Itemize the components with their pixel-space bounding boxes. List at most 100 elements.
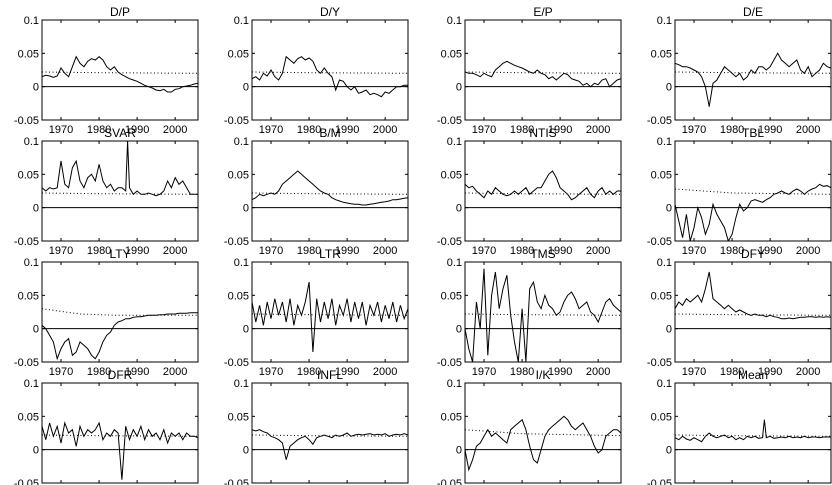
y-tick-label: 0.05 (441, 169, 462, 181)
subplot: DFY -0.05 0 0.05 0.1 1970 1980 1990 2000 (647, 247, 832, 378)
y-tick-label: 0.1 (447, 378, 462, 390)
y-tick-label: -0.05 (647, 236, 672, 248)
y-tick-label: 0 (243, 445, 249, 457)
subplot-title: D/E (743, 5, 763, 19)
x-tick-label: 2000 (163, 124, 187, 136)
y-tick-label: 0.1 (657, 257, 672, 269)
axes-frame (674, 261, 832, 363)
subplot: NTIS -0.05 0 0.05 0.1 1970 1980 1990 2000 (437, 126, 622, 257)
y-tick-label: 0.05 (228, 48, 249, 60)
x-tick-label: 1970 (259, 124, 283, 136)
x-tick-label: 1980 (720, 366, 744, 378)
subplot-title: E/P (533, 5, 552, 19)
subplot: TMS -0.05 0 0.05 0.1 1970 1980 1990 2000 (437, 247, 622, 378)
series-line (252, 55, 408, 98)
y-tick-label: -0.05 (14, 357, 39, 369)
x-tick-label: 2000 (796, 245, 820, 257)
benchmark-series-line (42, 308, 198, 316)
y-tick-label: -0.05 (14, 115, 39, 127)
subplot-title: DFY (741, 247, 765, 261)
series-line (675, 271, 831, 320)
subplot: D/Y -0.05 0 0.05 0.1 1970 1980 1990 2000 (224, 5, 409, 136)
y-tick-label: 0 (33, 445, 39, 457)
x-tick-label: 1970 (259, 366, 283, 378)
y-tick-label: 0 (33, 324, 39, 336)
subplot: I/K -0.05 0 0.05 0.1 1970 1980 1990 2000 (437, 368, 622, 485)
x-tick-label: 1970 (472, 245, 496, 257)
subplot-title: LTR (319, 247, 341, 261)
y-tick-label: 0.05 (228, 290, 249, 302)
y-tick-label: 0.05 (651, 169, 672, 181)
y-tick-label: 0.05 (651, 48, 672, 60)
y-tick-label: 0.05 (18, 290, 39, 302)
axes-frame (251, 261, 409, 363)
y-tick-label: 0.05 (441, 290, 462, 302)
y-tick-label: -0.05 (647, 357, 672, 369)
y-tick-label: 0.05 (441, 411, 462, 423)
series-line (465, 170, 621, 201)
subplot: E/P -0.05 0 0.05 0.1 1970 1980 1990 2000 (437, 5, 622, 136)
axes-frame (674, 19, 832, 121)
y-tick-label: 0 (666, 82, 672, 94)
y-tick-label: 0.05 (228, 411, 249, 423)
subplot-title: DFR (108, 368, 133, 382)
y-tick-label: 0 (666, 203, 672, 215)
x-tick-label: 1970 (259, 245, 283, 257)
axes-frame (251, 382, 409, 484)
subplot-title: TMS (530, 247, 555, 261)
x-tick-label: 1980 (297, 245, 321, 257)
benchmark-series-line (675, 313, 831, 316)
x-tick-label: 1980 (87, 245, 111, 257)
benchmark-series-line (252, 434, 408, 437)
subplot: B/M -0.05 0 0.05 0.1 1970 1980 1990 2000 (224, 126, 409, 257)
subplot: INFL -0.05 0 0.05 0.1 1970 1980 1990 2000 (224, 368, 409, 485)
x-tick-label: 2000 (163, 366, 187, 378)
y-tick-label: -0.05 (224, 115, 249, 127)
y-tick-label: 0.1 (234, 257, 249, 269)
y-tick-label: -0.05 (224, 236, 249, 248)
x-tick-label: 1990 (548, 124, 572, 136)
y-tick-label: -0.05 (14, 478, 39, 485)
subplot: SVAR -0.05 0 0.05 0.1 1970 1980 1990 2000 (14, 126, 199, 257)
y-tick-label: 0.05 (18, 169, 39, 181)
series-line (252, 429, 408, 460)
y-tick-label: -0.05 (437, 357, 462, 369)
y-tick-label: -0.05 (437, 478, 462, 485)
axes-frame (674, 140, 832, 242)
y-tick-label: 0.05 (228, 169, 249, 181)
series-line (675, 52, 831, 107)
x-tick-label: 1990 (758, 124, 782, 136)
x-tick-label: 2000 (373, 366, 397, 378)
axes-frame (41, 382, 199, 484)
benchmark-series-line (252, 192, 408, 195)
x-tick-label: 1970 (49, 366, 73, 378)
y-tick-label: 0.1 (447, 257, 462, 269)
y-tick-label: 0 (243, 82, 249, 94)
subplot-title: LTY (109, 247, 130, 261)
y-tick-label: 0.05 (18, 48, 39, 60)
subplot-title: D/Y (320, 5, 340, 19)
y-tick-label: 0 (666, 324, 672, 336)
subplot: DFR -0.05 0 0.05 0.1 1970 1980 1990 2000 (14, 368, 199, 485)
y-tick-label: 0.1 (447, 136, 462, 148)
series-line (465, 60, 621, 88)
subplot-title: TBL (742, 126, 764, 140)
x-tick-label: 1980 (297, 366, 321, 378)
subplot: Mean -0.05 0 0.05 0.1 1970 1980 1990 2000 (647, 368, 832, 485)
y-tick-label: 0 (666, 445, 672, 457)
benchmark-series-line (675, 188, 831, 195)
axes-frame (464, 19, 622, 121)
y-tick-label: 0.1 (24, 15, 39, 27)
benchmark-series-line (42, 71, 198, 74)
axes-frame (251, 140, 409, 242)
x-tick-label: 1990 (125, 366, 149, 378)
x-tick-label: 1970 (682, 245, 706, 257)
y-tick-label: -0.05 (224, 357, 249, 369)
subplot: D/P -0.05 0 0.05 0.1 1970 1980 1990 2000 (14, 5, 199, 136)
benchmark-series-line (465, 313, 621, 316)
y-tick-label: 0.1 (234, 136, 249, 148)
x-tick-label: 1980 (510, 245, 534, 257)
axes-frame (464, 140, 622, 242)
y-tick-label: 0.05 (651, 411, 672, 423)
x-tick-label: 2000 (586, 366, 610, 378)
